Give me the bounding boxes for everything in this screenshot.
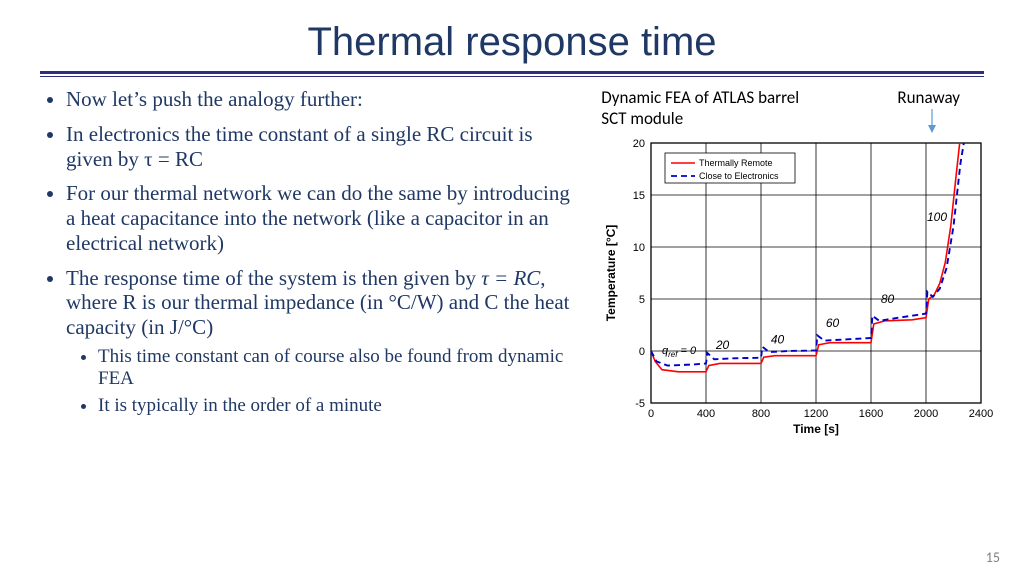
bullet-4b: τ = RC <box>481 266 540 290</box>
title-rule-thin <box>40 76 984 77</box>
chart: 04008001200160020002400-505101520Time [s… <box>597 133 997 443</box>
svg-text:1600: 1600 <box>859 408 883 420</box>
svg-text:800: 800 <box>752 408 770 420</box>
bullet-1: Now let’s push the analogy further: <box>66 87 571 112</box>
page-number: 15 <box>986 549 1000 566</box>
bullet-2: In electronics the time constant of a si… <box>66 122 571 172</box>
sub-bullet-2: It is typically in the order of a minute <box>98 395 571 417</box>
svg-text:15: 15 <box>633 190 645 202</box>
svg-text:100: 100 <box>927 210 947 224</box>
svg-text:2400: 2400 <box>969 408 993 420</box>
runaway-arrow-icon <box>926 109 938 133</box>
svg-text:-5: -5 <box>636 398 646 410</box>
svg-text:20: 20 <box>633 138 645 150</box>
bullet-4: The response time of the system is then … <box>66 266 571 418</box>
svg-text:1200: 1200 <box>804 408 828 420</box>
chart-svg: 04008001200160020002400-505101520Time [s… <box>597 133 997 443</box>
annotation-fea: Dynamic FEA of ATLAS barrel SCT module <box>601 87 801 129</box>
text-column: Now let’s push the analogy further: In e… <box>40 87 571 427</box>
bullet-4a: The response time of the system is then … <box>66 266 481 290</box>
annotation-runaway: Runaway <box>897 87 960 108</box>
svg-text:5: 5 <box>639 294 645 306</box>
sub-bullet-1: This time constant can of course also be… <box>98 346 571 391</box>
svg-text:40: 40 <box>771 333 785 347</box>
svg-text:Temperature [°C]: Temperature [°C] <box>604 225 618 322</box>
svg-text:2000: 2000 <box>914 408 938 420</box>
svg-text:0: 0 <box>639 346 645 358</box>
svg-text:80: 80 <box>881 292 895 306</box>
svg-text:Close to Electronics: Close to Electronics <box>699 171 779 181</box>
svg-text:20: 20 <box>715 338 730 352</box>
chart-column: Dynamic FEA of ATLAS barrel SCT module R… <box>591 87 984 427</box>
body: Now let’s push the analogy further: In e… <box>40 87 984 427</box>
svg-text:400: 400 <box>697 408 715 420</box>
svg-text:qref = 0: qref = 0 <box>662 345 697 359</box>
page-title: Thermal response time <box>40 20 984 65</box>
svg-text:10: 10 <box>633 242 645 254</box>
slide: Thermal response time Now let’s push the… <box>0 0 1024 576</box>
title-rule-thick <box>40 71 984 74</box>
svg-text:60: 60 <box>826 316 840 330</box>
bullet-3: For our thermal network we can do the sa… <box>66 181 571 255</box>
svg-text:Time [s]: Time [s] <box>793 422 839 436</box>
svg-text:Thermally Remote: Thermally Remote <box>699 158 773 168</box>
svg-text:0: 0 <box>648 408 654 420</box>
